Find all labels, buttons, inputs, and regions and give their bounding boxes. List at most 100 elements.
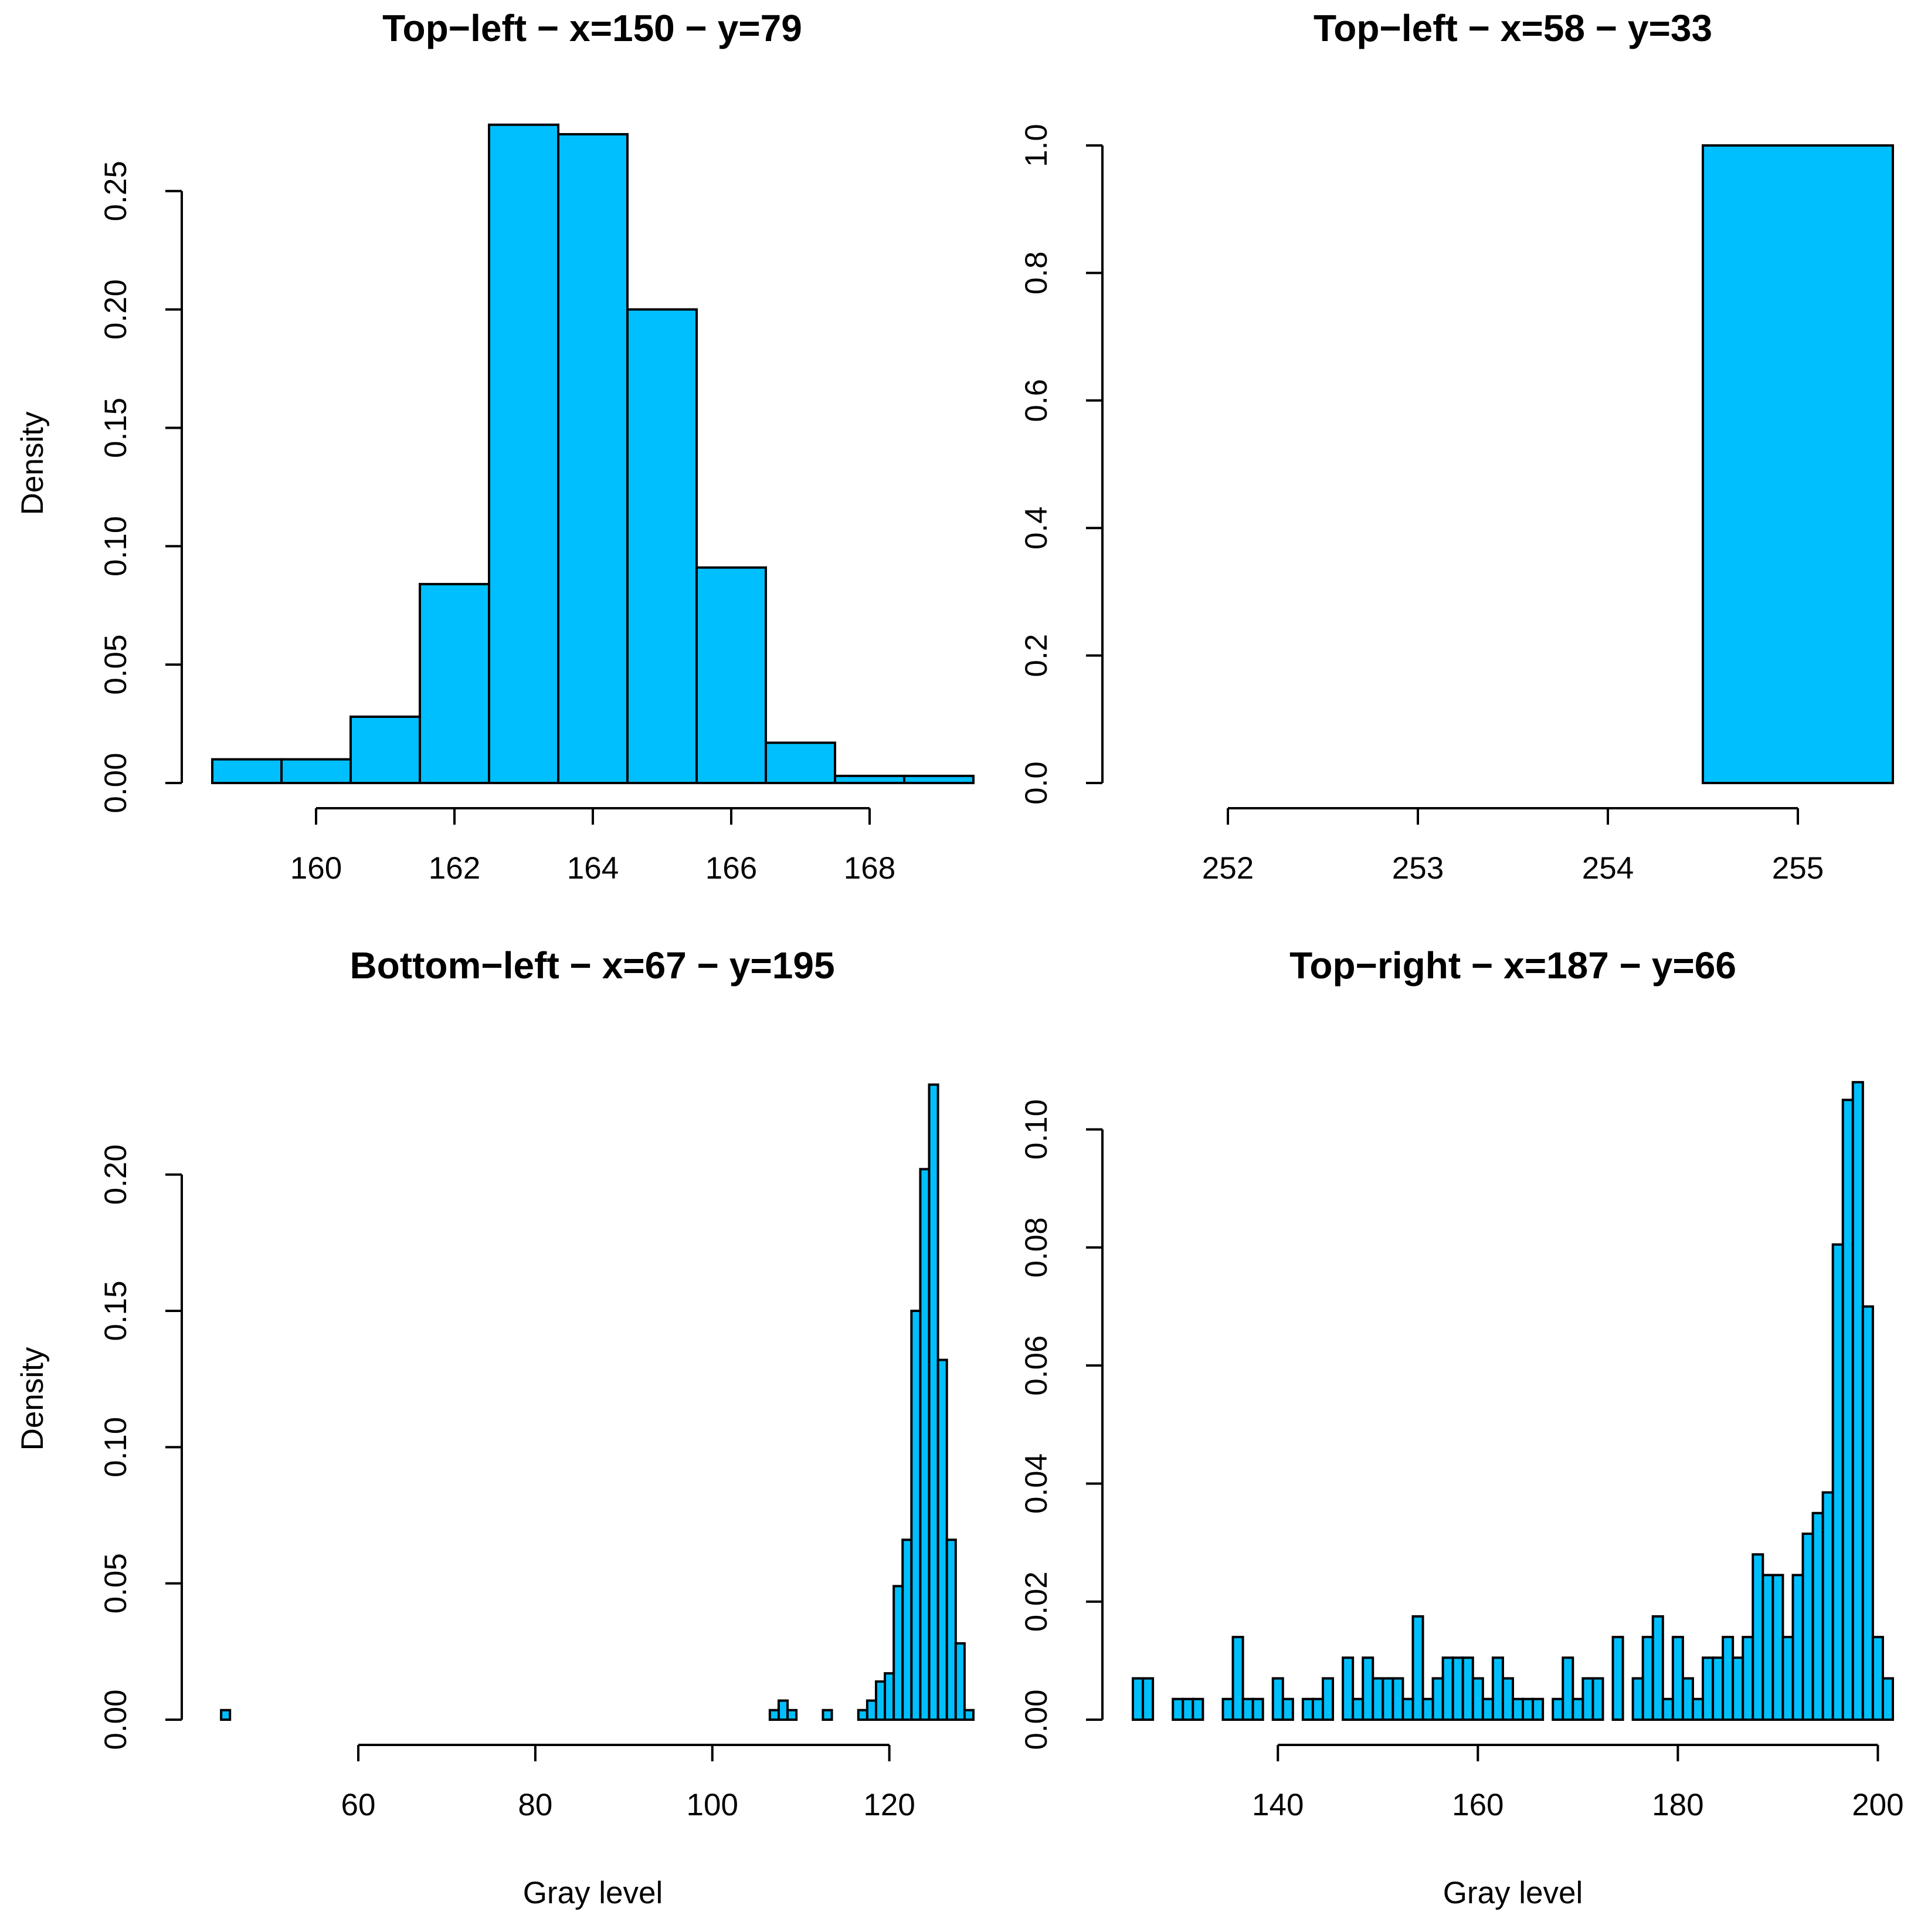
histogram-bar xyxy=(910,1309,922,1721)
histogram-bar xyxy=(1301,1697,1314,1721)
histogram-bar xyxy=(765,741,836,784)
y-tick-label: 0.15 xyxy=(99,398,133,458)
x-tick-label: 253 xyxy=(1392,851,1444,886)
histogram-bar xyxy=(1871,1636,1884,1721)
histogram-bar xyxy=(1841,1099,1854,1721)
histogram-bar xyxy=(1661,1697,1674,1721)
y-tick-label: 0.20 xyxy=(99,1144,133,1205)
histogram-bar xyxy=(822,1709,833,1721)
histogram-bar xyxy=(1481,1697,1494,1721)
histogram-bar xyxy=(1681,1677,1694,1721)
histogram-bar xyxy=(945,1538,957,1721)
histogram-bar xyxy=(903,774,975,785)
histogram-bar xyxy=(1132,1677,1145,1721)
panel-1: Top−left − x=150 − y=79 160 162 164 166 168 0.… xyxy=(15,7,975,886)
histogram-bar xyxy=(1251,1697,1264,1721)
y-tick-label: 0.06 xyxy=(1019,1336,1054,1396)
histogram-bar xyxy=(1572,1697,1584,1721)
histogram-bar xyxy=(1372,1677,1384,1721)
histogram-bar xyxy=(1142,1677,1155,1721)
y-tick-label: 0.04 xyxy=(1019,1453,1054,1514)
histogram-bar xyxy=(1192,1697,1204,1721)
x-tick-label: 160 xyxy=(290,851,342,886)
panel-4: Top−right − x=187 − y=66 140 160 180 200 0.00… xyxy=(1019,944,1904,1910)
x-tick-label: 166 xyxy=(705,851,757,886)
histogram-bar xyxy=(884,1672,895,1721)
x-tick-label: 120 xyxy=(863,1788,915,1822)
histogram-bar xyxy=(1391,1677,1404,1721)
histogram-bar xyxy=(1702,1656,1715,1721)
histogram-bar xyxy=(220,1709,232,1721)
histogram-bar xyxy=(1851,1081,1864,1721)
x-axis-label: Gray level xyxy=(523,1876,663,1910)
x-tick-label: 60 xyxy=(341,1788,376,1822)
histogram-bar xyxy=(1182,1697,1194,1721)
histogram-bar xyxy=(866,1699,877,1721)
histogram-bar xyxy=(928,1083,939,1721)
histogram-bar xyxy=(936,1358,948,1721)
histogram-bar xyxy=(1762,1574,1774,1721)
y-axis-label: Density xyxy=(15,411,50,515)
histogram-bar xyxy=(1281,1697,1294,1721)
y-tick-label: 0.2 xyxy=(1019,634,1054,677)
x-tick-label: 200 xyxy=(1852,1788,1903,1822)
histogram-bar xyxy=(419,582,490,785)
y-tick-label: 0.05 xyxy=(99,635,133,695)
histogram-bar xyxy=(1461,1656,1474,1721)
histogram-bar xyxy=(1562,1656,1574,1721)
x-tick-label: 252 xyxy=(1202,851,1254,886)
histogram-bar xyxy=(1512,1697,1525,1721)
y-tick-label: 0.15 xyxy=(99,1280,133,1341)
histogram-bar xyxy=(1352,1697,1365,1721)
histogram-bar xyxy=(1591,1677,1604,1721)
histogram-bar xyxy=(1702,144,1894,784)
histogram-bar xyxy=(1451,1656,1464,1721)
histogram-bar xyxy=(1801,1532,1814,1721)
histogram-bar xyxy=(1641,1636,1654,1721)
histogram-bar xyxy=(488,123,559,784)
histogram-bar xyxy=(1221,1697,1234,1721)
y-tick-label: 0.10 xyxy=(1019,1099,1054,1160)
histogram-bar xyxy=(1671,1636,1684,1721)
x-tick-label: 255 xyxy=(1772,851,1824,886)
histogram-bar xyxy=(1411,1615,1424,1721)
panel-3: Bottom−left − x=67 − y=195 60 80 100 120 0.00… xyxy=(15,944,975,1910)
y-tick-label: 0.20 xyxy=(99,279,133,340)
histogram-bar xyxy=(626,308,698,784)
histogram-bar xyxy=(786,1709,798,1721)
histogram-bar xyxy=(1342,1656,1355,1721)
y-tick-label: 0.4 xyxy=(1019,506,1054,550)
histogram-bar xyxy=(834,774,905,785)
histogram-bar xyxy=(1611,1636,1624,1721)
y-tick-label: 0.00 xyxy=(99,1689,133,1750)
histogram-bar xyxy=(1821,1491,1834,1721)
histogram-bar xyxy=(1831,1243,1844,1721)
histogram-bar xyxy=(1401,1697,1414,1721)
histogram-bar xyxy=(1172,1697,1184,1721)
histogram-bar xyxy=(874,1680,887,1721)
histogram-bar xyxy=(1491,1656,1504,1721)
y-tick-label: 0.00 xyxy=(1019,1689,1054,1750)
histogram-bar xyxy=(557,133,629,785)
histogram-bar xyxy=(1501,1677,1514,1721)
x-axis-label: Gray level xyxy=(1443,1876,1583,1910)
histogram-bar xyxy=(1712,1656,1725,1721)
histogram-bar xyxy=(1722,1636,1735,1721)
y-tick-label: 0.08 xyxy=(1019,1217,1054,1277)
chart-title: Bottom−left − x=67 − y=195 xyxy=(349,944,834,987)
panel-2: Top−left − x=58 − y=33 252 253 254 255 0.0 0.2… xyxy=(1019,7,1894,886)
y-tick-label: 0.0 xyxy=(1019,761,1054,805)
histogram-bar xyxy=(1791,1574,1804,1721)
x-tick-label: 80 xyxy=(518,1788,552,1822)
histogram-bar xyxy=(1231,1636,1244,1721)
histogram-bar xyxy=(1362,1656,1374,1721)
histogram-bar xyxy=(1522,1697,1535,1721)
histogram-bar xyxy=(695,566,767,784)
histogram-bar xyxy=(892,1585,904,1721)
y-tick-label: 0.25 xyxy=(99,161,133,221)
histogram-bar xyxy=(1441,1656,1454,1721)
y-tick-label: 0.8 xyxy=(1019,252,1054,295)
y-tick-label: 0.6 xyxy=(1019,379,1054,422)
histogram-bar xyxy=(1322,1677,1335,1721)
